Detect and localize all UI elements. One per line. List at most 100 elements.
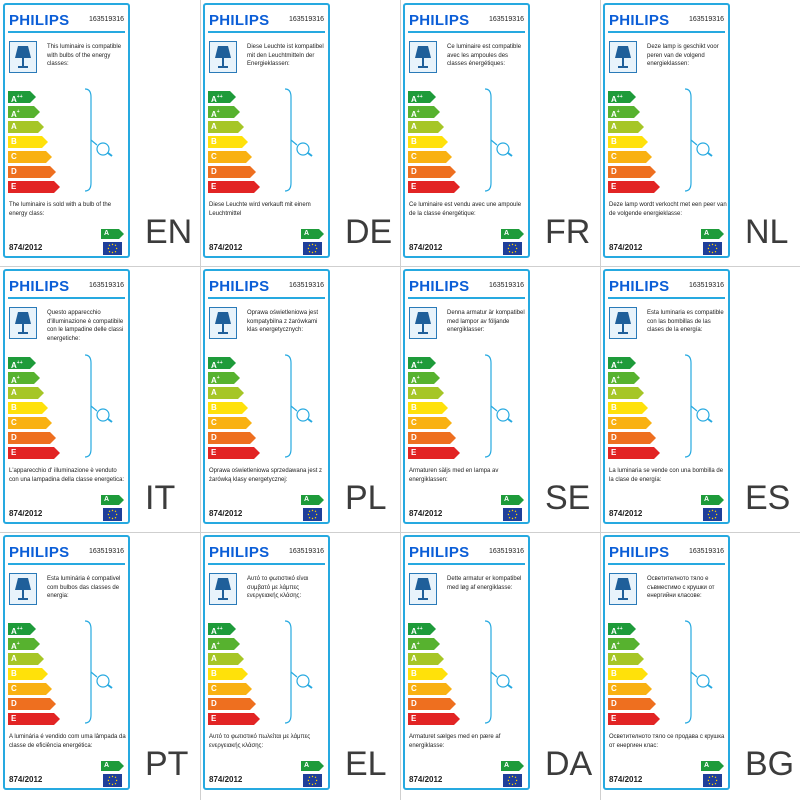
lamp-icon [209, 41, 237, 73]
energy-label: PHILIPS 163519316 Осветителното тяло е с… [603, 535, 730, 790]
sold-class-badge: A [301, 229, 324, 239]
energy-class-arrow: D [608, 166, 656, 178]
energy-class-arrow: A++ [208, 357, 236, 370]
energy-class-label: D [611, 433, 617, 442]
compatibility-text: Esta luminária é compativel com bulbos d… [47, 576, 121, 599]
energy-class-arrow: D [408, 166, 456, 178]
sold-with-text: L'apparecchio d' illuminazione è venduto… [9, 468, 125, 483]
regulation-number: 874/2012 [209, 509, 243, 518]
energy-class-arrow: D [208, 698, 256, 710]
sold-class-value: A [304, 762, 310, 769]
energy-class-label: A [11, 654, 17, 663]
energy-class-label: A+ [211, 641, 220, 651]
energy-class-label: C [211, 684, 217, 693]
energy-label: PHILIPS 163519316 Dette armatur er kompa… [403, 535, 530, 790]
energy-class-label: A+ [211, 375, 220, 385]
energy-class-arrow: E [608, 181, 660, 193]
energy-class-arrow: A [408, 121, 444, 133]
compatibility-text: Diese Leuchte ist kompatibel mit den Leu… [247, 44, 324, 67]
compatibility-text: Dette armatur er kompatibel med løg af e… [447, 576, 522, 591]
energy-class-label: B [611, 669, 617, 678]
product-code: 163519316 [88, 282, 124, 289]
energy-class-label: B [611, 403, 617, 412]
energy-class-arrow: A [208, 653, 244, 665]
product-code: 163519316 [488, 282, 524, 289]
energy-label: PHILIPS 163519316 Esta luminária é compa… [3, 535, 130, 790]
energy-class-arrow: A+ [8, 638, 40, 651]
brand-logo: PHILIPS [409, 544, 470, 561]
regulation-number: 874/2012 [609, 775, 643, 784]
energy-class-arrow: C [208, 683, 252, 695]
energy-class-arrow: A++ [608, 357, 636, 370]
energy-class-label: C [11, 152, 17, 161]
eu-flag-icon [503, 242, 522, 255]
label-cell-es: PHILIPS 163519316 Esta luminaria es comp… [600, 266, 800, 532]
energy-class-arrow: B [8, 402, 48, 414]
header-rule [208, 297, 325, 299]
energy-class-arrow: A [608, 387, 644, 399]
energy-class-arrow: A+ [608, 106, 640, 119]
sold-class-badge: A [501, 761, 524, 771]
compatibility-text: Esta luminaria es compatible con las bom… [647, 310, 724, 333]
energy-class-arrow: D [8, 698, 56, 710]
lamp-icon [609, 41, 637, 73]
sold-class-value: A [504, 496, 510, 503]
energy-class-label: C [411, 152, 417, 161]
energy-class-label: E [611, 714, 617, 723]
energy-class-label: E [411, 714, 417, 723]
energy-class-label: D [411, 433, 417, 442]
energy-class-label: C [611, 684, 617, 693]
energy-class-label: B [411, 669, 417, 678]
energy-class-label: A++ [411, 626, 423, 636]
energy-class-label: A+ [411, 641, 420, 651]
energy-class-arrow: B [408, 402, 448, 414]
eu-flag-icon [103, 242, 122, 255]
energy-class-label: A+ [11, 109, 20, 119]
energy-class-arrow: B [8, 136, 48, 148]
sold-with-text: Diese Leuchte wird verkauft mit einem Le… [209, 202, 311, 217]
header-rule [208, 563, 325, 565]
energy-class-label: A++ [611, 626, 623, 636]
sold-class-badge: A [301, 495, 324, 505]
label-cell-bg: PHILIPS 163519316 Осветителното тяло е с… [600, 532, 800, 798]
brand-logo: PHILIPS [609, 12, 670, 29]
energy-class-arrow: A [208, 121, 244, 133]
energy-label: PHILIPS 163519316 Αυτό το φωτιστικό είνα… [203, 535, 330, 790]
compatibility-text: Deze lamp is geschikt voor peren van de … [647, 44, 719, 67]
energy-class-label: A+ [211, 109, 220, 119]
sold-class-value: A [704, 230, 710, 237]
energy-class-label: B [211, 137, 217, 146]
energy-class-arrow: A++ [8, 357, 36, 370]
energy-class-label: A++ [611, 94, 623, 104]
energy-class-arrow: D [8, 432, 56, 444]
energy-class-label: A [611, 122, 617, 131]
sold-class-badge: A [101, 761, 124, 771]
energy-label: PHILIPS 163519316 Denna armatur är kompa… [403, 269, 530, 524]
regulation-number: 874/2012 [409, 243, 443, 252]
product-code: 163519316 [88, 16, 124, 23]
energy-class-arrow: A+ [208, 638, 240, 651]
energy-class-arrow: A+ [8, 106, 40, 119]
header-rule [608, 297, 725, 299]
sold-with-text: The luminaire is sold with a bulb of the… [9, 202, 112, 217]
regulation-number: 874/2012 [9, 775, 43, 784]
compatibility-text: Ce luminaire est compatible avec les amp… [447, 44, 522, 67]
product-code: 163519316 [688, 548, 724, 555]
energy-class-arrow: A++ [408, 357, 436, 370]
header-rule [8, 563, 125, 565]
product-code: 163519316 [288, 282, 324, 289]
label-cell-el: PHILIPS 163519316 Αυτό το φωτιστικό είνα… [200, 532, 400, 798]
brand-logo: PHILIPS [609, 544, 670, 561]
header-rule [408, 563, 525, 565]
energy-class-label: E [11, 714, 17, 723]
energy-class-arrow: A++ [208, 91, 236, 104]
grid-divider [0, 532, 800, 533]
eu-flag-icon [303, 242, 322, 255]
energy-class-arrow: A [8, 653, 44, 665]
compatibility-text: Denna armatur är kompatibel med lampor a… [447, 310, 525, 333]
energy-class-label: C [11, 418, 17, 427]
sold-class-value: A [704, 496, 710, 503]
energy-class-arrow: A++ [608, 623, 636, 636]
energy-class-arrow: A+ [208, 372, 240, 385]
lamp-icon [209, 307, 237, 339]
